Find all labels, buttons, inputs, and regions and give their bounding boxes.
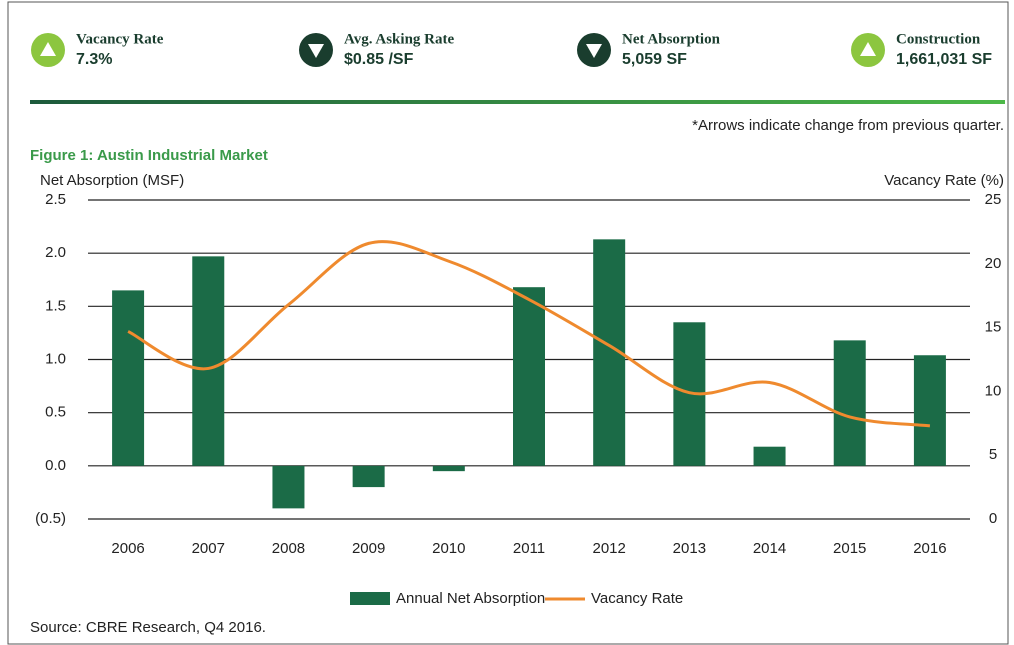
kpi-arrow: [586, 44, 602, 58]
kpi-arrow: [40, 42, 56, 56]
y-tick-label: 2.5: [45, 191, 66, 208]
kpi-label: Avg. Asking Rate: [344, 31, 454, 47]
y-axis-label: Net Absorption (MSF): [40, 172, 184, 189]
bar: [513, 287, 545, 466]
y2-tick-label: 25: [985, 191, 1002, 208]
bar: [272, 465, 305, 509]
kpi-arrow: [308, 44, 324, 58]
legend-swatch: [350, 592, 390, 605]
y-tick-label: 2.0: [45, 244, 66, 261]
y-tick-label: 0.0: [45, 457, 66, 474]
source: Source: CBRE Research, Q4 2016.: [30, 619, 266, 636]
bar: [112, 290, 145, 466]
kpi-label: Net Absorption: [622, 31, 721, 47]
bar: [753, 446, 786, 466]
kpi-label: Construction: [896, 31, 981, 47]
y2-tick-label: 10: [985, 382, 1002, 399]
x-tick-label: 2010: [432, 540, 465, 557]
line: [127, 240, 931, 428]
kpi-label: Vacancy Rate: [76, 31, 164, 47]
y-tick-label: 1.0: [45, 350, 66, 367]
x-tick-label: 2015: [833, 540, 866, 557]
y-tick-label: 0.5: [45, 404, 66, 421]
kpi-arrow: [860, 42, 876, 56]
bar: [913, 355, 946, 466]
x-tick-label: 2009: [352, 540, 385, 557]
x-tick-label: 2012: [592, 540, 625, 557]
x-tick-label: 2008: [272, 540, 305, 557]
bar: [352, 465, 385, 488]
x-tick-label: 2011: [513, 540, 545, 557]
kpi-value: 7.3%: [76, 51, 112, 68]
kpi-value: 5,059 SF: [622, 51, 687, 68]
legend-label: Vacancy Rate: [591, 590, 683, 607]
legend-label: Annual Net Absorption: [396, 590, 545, 607]
x-tick-label: 2014: [753, 540, 786, 557]
bar: [432, 465, 465, 472]
x-tick-label: 2006: [111, 540, 144, 557]
kpi-value: $0.85 /SF: [344, 51, 414, 68]
y-tick-label: (0.5): [35, 510, 66, 527]
x-tick-label: 2016: [913, 540, 946, 557]
y2-tick-label: 0: [989, 510, 997, 527]
y2-tick-label: 15: [985, 319, 1002, 336]
frame: [7, 1, 1009, 645]
y2-tick-label: 5: [989, 446, 997, 463]
header-rule: [30, 100, 1005, 104]
y2-tick-label: 20: [985, 255, 1002, 272]
x-tick-label: 2007: [192, 540, 225, 557]
x-tick-label: 2013: [673, 540, 706, 557]
bar: [192, 256, 225, 466]
y2-axis-label: Vacancy Rate (%): [884, 172, 1004, 189]
note: *Arrows indicate change from previous qu…: [692, 117, 1004, 134]
kpi-value: 1,661,031 SF: [896, 51, 992, 68]
bar: [833, 340, 866, 466]
chart-title: Figure 1: Austin Industrial Market: [30, 147, 268, 164]
y-tick-label: 1.5: [45, 297, 66, 314]
